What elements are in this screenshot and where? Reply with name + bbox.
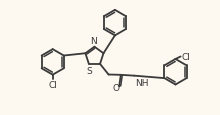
Text: O: O xyxy=(112,83,119,92)
Text: NH: NH xyxy=(135,78,148,87)
Text: S: S xyxy=(86,66,92,75)
Text: Cl: Cl xyxy=(48,80,57,89)
Text: Cl: Cl xyxy=(182,52,191,61)
Text: N: N xyxy=(90,37,97,46)
